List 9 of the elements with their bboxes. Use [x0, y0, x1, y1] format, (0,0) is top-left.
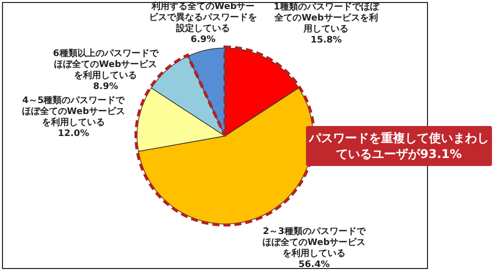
slice-label: 6種類以上のパスワードでほぼ全てのWebサービスを利用している	[53, 48, 160, 81]
data-label: 8.9%	[93, 82, 118, 92]
data-label: 12.0%	[58, 129, 90, 139]
slice-label: 4～5種類のパスワードでほぼ全てのWebサービスを利用している	[22, 95, 126, 128]
data-label: 15.8%	[310, 35, 342, 46]
data-label: 56.4%	[298, 260, 330, 270]
slice-label: 2～3種類のパスワードでほぼ全てのWebサービスを利用している	[262, 226, 366, 259]
data-label: 6.9%	[190, 35, 216, 45]
text: パスワードを重複して使いまわしているユーザが93.1%	[306, 126, 492, 166]
